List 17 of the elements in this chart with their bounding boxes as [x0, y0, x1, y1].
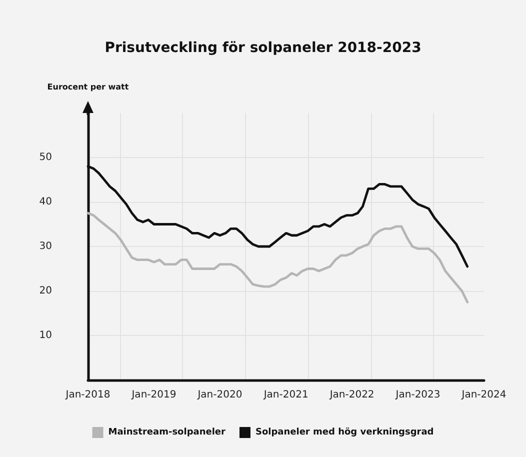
x-tick-label: Jan-2024: [460, 390, 506, 400]
legend-label: Solpaneler med hög verkningsgrad: [255, 428, 434, 438]
y-tick-label: 10: [39, 330, 52, 341]
y-tick-label: 30: [39, 241, 52, 252]
x-tick-label: Jan-2022: [328, 390, 374, 400]
line-series: [86, 212, 469, 304]
y-tick-label: 50: [39, 152, 52, 163]
x-tick-label: Jan-2021: [262, 390, 308, 400]
chart-title: Prisutveckling för solpaneler 2018-2023: [104, 40, 422, 56]
y-tick-label: 40: [39, 196, 52, 208]
x-tick-label: Jan-2018: [64, 390, 110, 400]
x-tick-label: Jan-2023: [394, 390, 440, 400]
x-tick-label: Jan-2020: [196, 390, 242, 400]
y-tick-label: 20: [39, 286, 52, 296]
y-axis-title: Eurocent per watt: [47, 82, 129, 92]
legend-label: Mainstream-solpaneler: [108, 428, 226, 438]
x-tick-label: Jan-2019: [130, 390, 176, 400]
